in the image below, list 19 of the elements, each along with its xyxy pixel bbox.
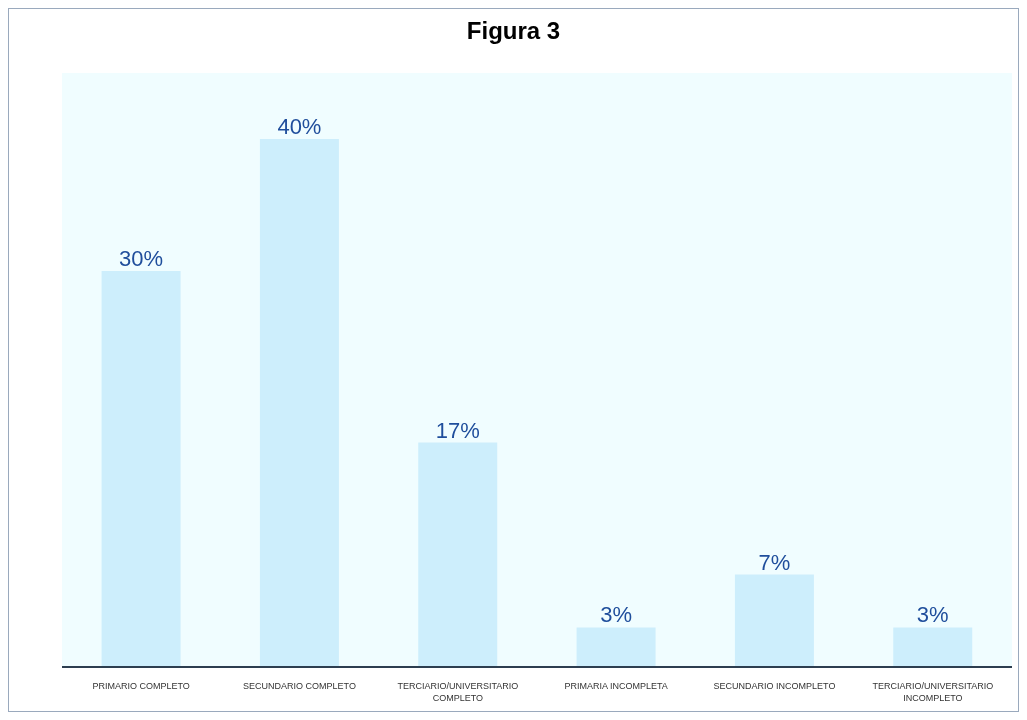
data-label: 40% [277, 114, 322, 139]
x-tick-label: SECUNDARIO COMPLETO [243, 681, 356, 691]
data-label: 7% [758, 549, 791, 575]
bar [576, 627, 656, 667]
x-tick-label: PRIMARIO COMPLETO [92, 681, 190, 691]
chart-title: Figura 3 [465, 17, 562, 45]
data-label: 17% [435, 417, 480, 443]
bar [418, 442, 498, 667]
bar [734, 574, 814, 667]
bar [893, 627, 973, 667]
x-tick-label: TERCIARIO/UNIVERSITARIO INCOMPLETO [872, 681, 994, 703]
data-label: 30% [119, 246, 164, 271]
x-tick-label: TERCIARIO/UNIVERSITARIO COMPLETO [397, 681, 519, 703]
x-tick-label: SECUNDARIO INCOMPLETO [713, 681, 836, 691]
x-tick-label: PRIMARIA INCOMPLETA [564, 681, 668, 691]
data-label: 3% [600, 602, 632, 628]
data-label: 3% [916, 602, 949, 628]
bar [101, 271, 181, 667]
bar [259, 139, 339, 667]
